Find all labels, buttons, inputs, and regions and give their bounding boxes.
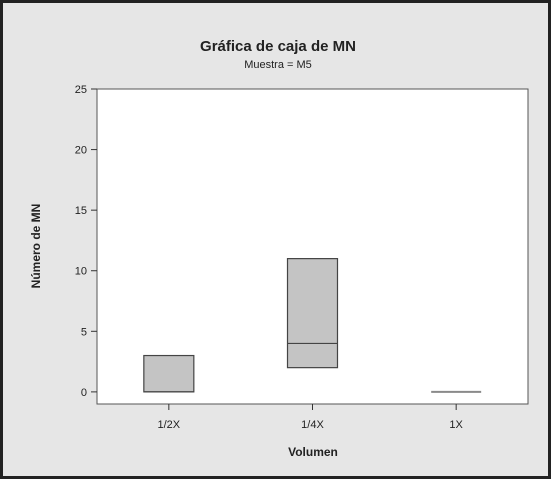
box <box>286 258 339 369</box>
chart-title: Gráfica de caja de MN <box>200 38 356 55</box>
x-axis: 1/2X 1/4X 1X <box>158 404 464 431</box>
box-series <box>143 258 482 393</box>
y-axis: 0 5 10 15 20 25 <box>75 84 97 399</box>
y-tick-label: 5 <box>81 326 87 338</box>
x-axis-label: Volumen <box>288 445 338 459</box>
y-axis-label: Número de MN <box>29 204 43 289</box>
y-tick-label: 20 <box>75 145 87 157</box>
x-tick-label: 1X <box>449 419 463 431</box>
y-tick-label: 15 <box>75 205 87 217</box>
x-tick-label: 1/2X <box>158 419 181 431</box>
chart-subtitle: Muestra = M5 <box>244 59 312 71</box>
y-tick-label: 25 <box>75 84 87 96</box>
x-tick-label: 1/4X <box>301 419 324 431</box>
y-tick-label: 0 <box>81 387 87 399</box>
box <box>143 354 195 393</box>
y-tick-label: 10 <box>75 266 87 278</box>
